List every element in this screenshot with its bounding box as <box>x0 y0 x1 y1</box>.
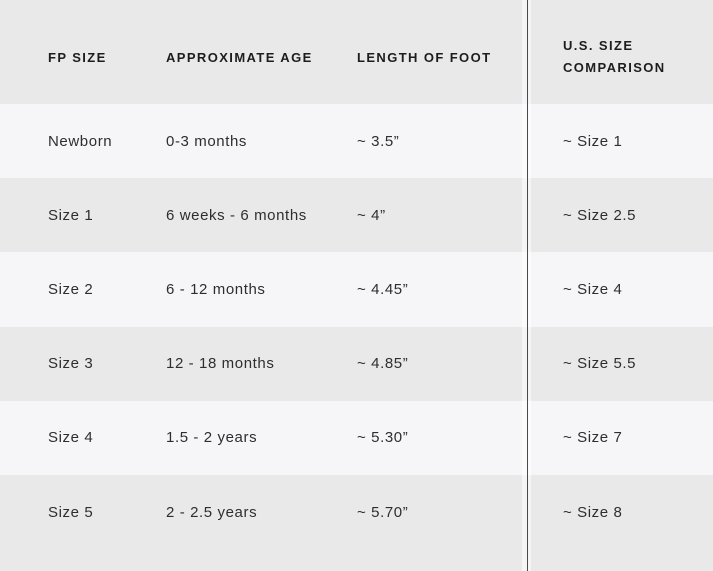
us-size-cell: ~ Size 2.5 <box>563 206 637 224</box>
approximate-age-cell: 12 - 18 months <box>166 355 275 373</box>
foot-length-cell: ~ 5.70” <box>357 503 409 521</box>
foot-length-cell: ~ 4” <box>357 206 386 224</box>
foot-length-cell: ~ 5.30” <box>357 429 409 447</box>
us-size-cell: ~ Size 5.5 <box>563 355 637 373</box>
us-size-cell: ~ Size 1 <box>563 132 623 150</box>
col-header-us-size-comparison: U.S. SIZE COMPARISON <box>563 38 666 75</box>
fp-size-cell: Size 3 <box>48 355 94 373</box>
fp-size-cell: Newborn <box>48 132 113 150</box>
table-header-row: FP SIZE APPROXIMATE AGE LENGTH OF FOOT U… <box>0 0 713 104</box>
fp-size-cell: Size 1 <box>48 206 94 224</box>
approximate-age-cell: 6 weeks - 6 months <box>166 206 307 224</box>
fp-size-cell: Size 4 <box>48 429 94 447</box>
approximate-age-cell: 6 - 12 months <box>166 280 266 298</box>
foot-length-cell: ~ 4.45” <box>357 280 409 298</box>
us-size-cell: ~ Size 8 <box>563 503 623 521</box>
col-header-length-of-foot: LENGTH OF FOOT <box>357 49 492 65</box>
approximate-age-cell: 2 - 2.5 years <box>166 503 258 521</box>
fp-size-cell: Size 2 <box>48 280 94 298</box>
table-row: Size 5 2 - 2.5 years ~ 5.70” ~ Size 8 <box>0 474 713 571</box>
approximate-age-cell: 1.5 - 2 years <box>166 429 258 447</box>
table-body: Newborn 0-3 months ~ 3.5” ~ Size 1 Size … <box>0 104 713 571</box>
foot-length-cell: ~ 3.5” <box>357 132 400 150</box>
us-size-cell: ~ Size 7 <box>563 429 623 447</box>
col-header-fp-size: FP SIZE <box>48 49 107 65</box>
table-row: Size 2 6 - 12 months ~ 4.45” ~ Size 4 <box>0 252 713 327</box>
table-row: Size 1 6 weeks - 6 months ~ 4” ~ Size 2.… <box>0 178 713 253</box>
fp-size-cell: Size 5 <box>48 503 94 521</box>
col-header-approximate-age: APPROXIMATE AGE <box>166 49 313 65</box>
column-divider-line <box>526 0 529 571</box>
table-row: Size 4 1.5 - 2 years ~ 5.30” ~ Size 7 <box>0 400 713 475</box>
table-row: Size 3 12 - 18 months ~ 4.85” ~ Size 5.5 <box>0 326 713 401</box>
foot-length-cell: ~ 4.85” <box>357 355 409 373</box>
table-row: Newborn 0-3 months ~ 3.5” ~ Size 1 <box>0 104 713 179</box>
approximate-age-cell: 0-3 months <box>166 132 248 150</box>
us-size-cell: ~ Size 4 <box>563 280 623 298</box>
